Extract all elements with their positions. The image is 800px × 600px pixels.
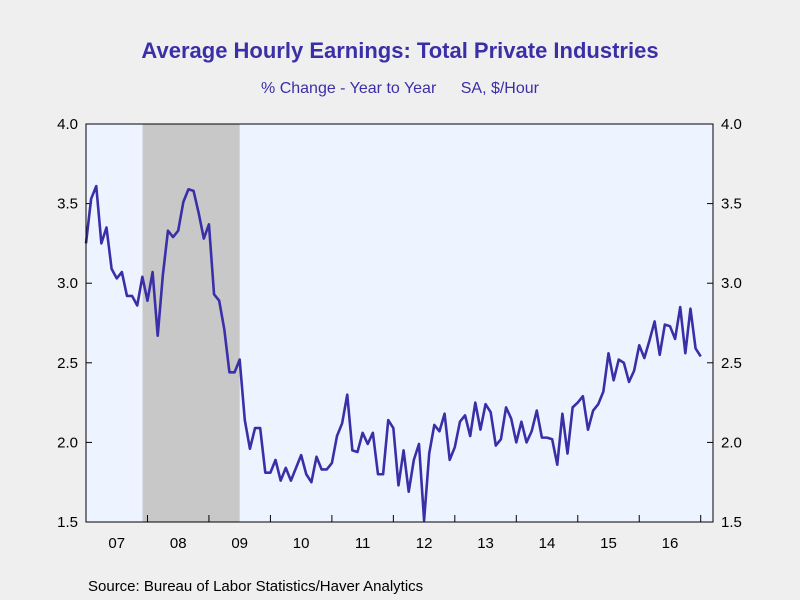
x-tick-label: 14: [539, 535, 556, 552]
y-tick-label-left: 4.0: [57, 116, 78, 133]
x-tick-label: 12: [416, 535, 433, 552]
y-tick-label-right: 2.5: [721, 355, 742, 372]
x-tick-label: 11: [355, 535, 371, 552]
series-line: [84, 184, 702, 522]
subtitle-units: SA, $/Hour: [460, 80, 539, 97]
y-tick-label-left: 2.5: [57, 355, 78, 372]
chart-subtitle: % Change - Year to Year SA, $/Hour: [0, 80, 800, 98]
y-tick-label-left: 2.0: [57, 434, 78, 451]
y-tick-label-right: 1.5: [721, 514, 742, 531]
subtitle-measure: % Change - Year to Year: [261, 80, 437, 97]
x-tick-label: 16: [662, 535, 679, 552]
y-tick-label-left: 3.5: [57, 196, 78, 213]
x-tick-label: 13: [477, 535, 494, 552]
y-tick-label-left: 1.5: [57, 514, 78, 531]
x-tick-label: 07: [108, 535, 125, 552]
x-tick-label: 09: [231, 535, 248, 552]
y-tick-label-right: 3.0: [721, 275, 742, 292]
y-tick-label-right: 4.0: [721, 116, 742, 133]
chart-title: Average Hourly Earnings: Total Private I…: [141, 38, 659, 63]
x-tick-label: 08: [170, 535, 187, 552]
y-tick-label-right: 2.0: [721, 434, 742, 451]
y-tick-label-left: 3.0: [57, 275, 78, 292]
plot-frame: [85, 123, 714, 523]
x-tick-label: 10: [293, 535, 310, 552]
x-tick-label: 15: [600, 535, 617, 552]
y-tick-label-right: 3.5: [721, 196, 742, 213]
source-note: Source: Bureau of Labor Statistics/Haver…: [88, 578, 424, 595]
